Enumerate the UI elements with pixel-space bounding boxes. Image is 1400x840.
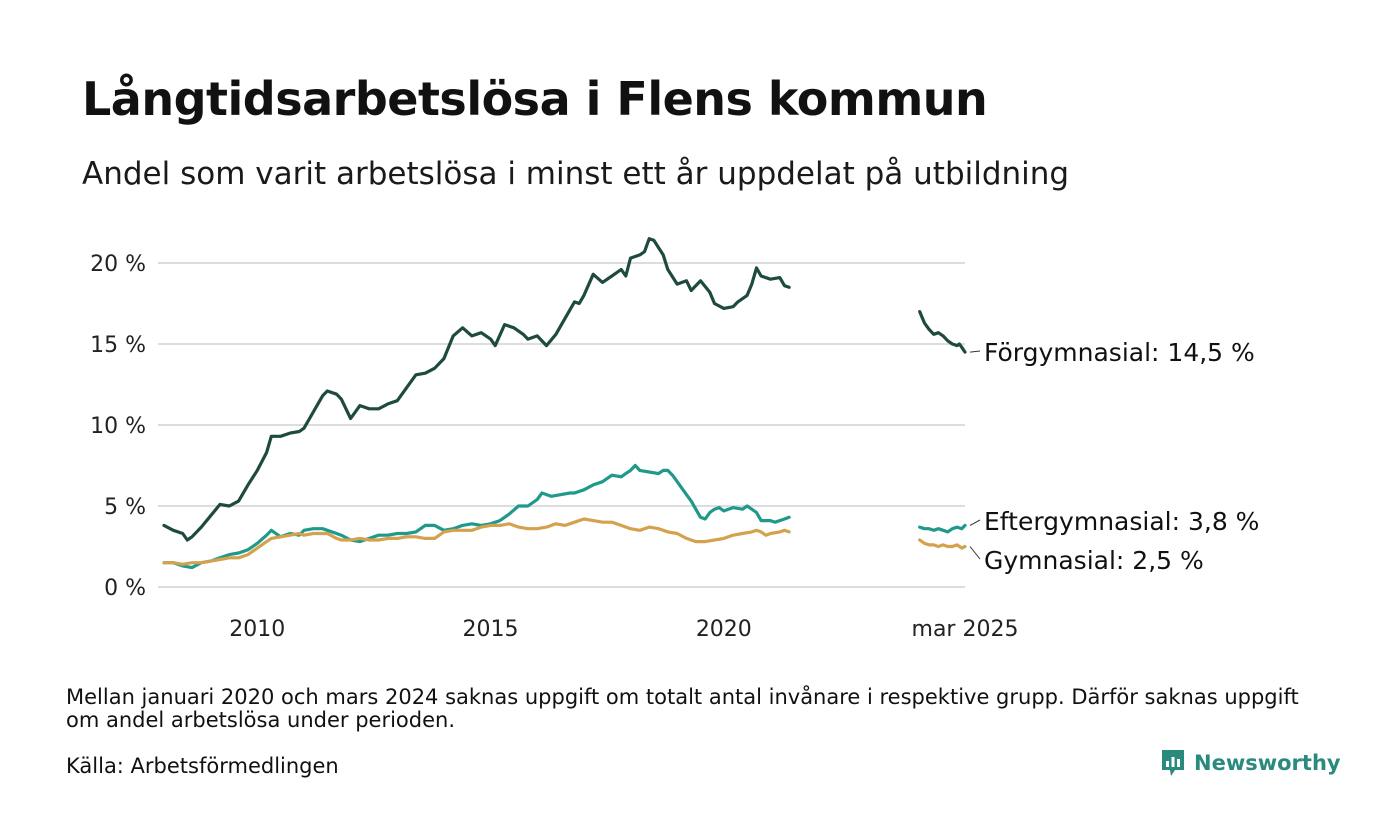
line-chart: 0 %5 %10 %15 %20 % 2010 2015 2020 mar 2025 … (90, 237, 1259, 642)
newsworthy-logo[interactable]: Newsworthy (1160, 748, 1341, 778)
source-text: Källa: Arbetsförmedlingen (66, 754, 339, 778)
series-line-gymnasial (918, 538, 967, 550)
y-axis-tick-labels: 0 % 5 % 10 % 15 % 20 % (90, 252, 146, 601)
brand-name: Newsworthy (1194, 751, 1341, 775)
series-line-eftergymnasial (162, 463, 791, 570)
series-end-labels: Förgymnasial: 14,5 % Eftergymnasial: 3,8 … (969, 338, 1259, 575)
newsworthy-bars-icon (1162, 750, 1184, 776)
series-line-gymnasial (162, 517, 791, 566)
y-tick-label: 20 % (90, 252, 146, 277)
x-tick-label: 2020 (696, 617, 752, 642)
series-line-eftergymnasial (918, 523, 967, 534)
x-tick-label: 2015 (463, 617, 519, 642)
series-lines (162, 237, 967, 570)
footnote: Mellan januari 2020 och mars 2024 saknas… (66, 685, 1299, 732)
series-line-förgymnasial (918, 310, 967, 354)
x-tick-label: mar 2025 (912, 617, 1019, 642)
y-tick-label: 0 % (104, 576, 146, 601)
series-line-förgymnasial (162, 237, 791, 542)
y-tick-label: 5 % (104, 495, 146, 520)
series-end-label: Förgymnasial: 14,5 % (984, 338, 1255, 367)
chart-subtitle: Andel som varit arbetslösa i minst ett å… (82, 156, 1070, 192)
gridlines (158, 262, 965, 588)
x-axis-tick-labels: 2010 2015 2020 mar 2025 (229, 617, 1018, 642)
chart-title: Långtidsarbetslösa i Flens kommun (82, 72, 988, 126)
label-leader-line (969, 350, 981, 353)
y-tick-label: 15 % (90, 333, 146, 358)
series-end-label: Gymnasial: 2,5 % (984, 546, 1204, 575)
series-end-label: Eftergymnasial: 3,8 % (984, 507, 1259, 536)
label-leader-line (969, 519, 981, 526)
label-leader-line (969, 546, 981, 560)
x-tick-label: 2010 (229, 617, 285, 642)
y-tick-label: 10 % (90, 414, 146, 439)
